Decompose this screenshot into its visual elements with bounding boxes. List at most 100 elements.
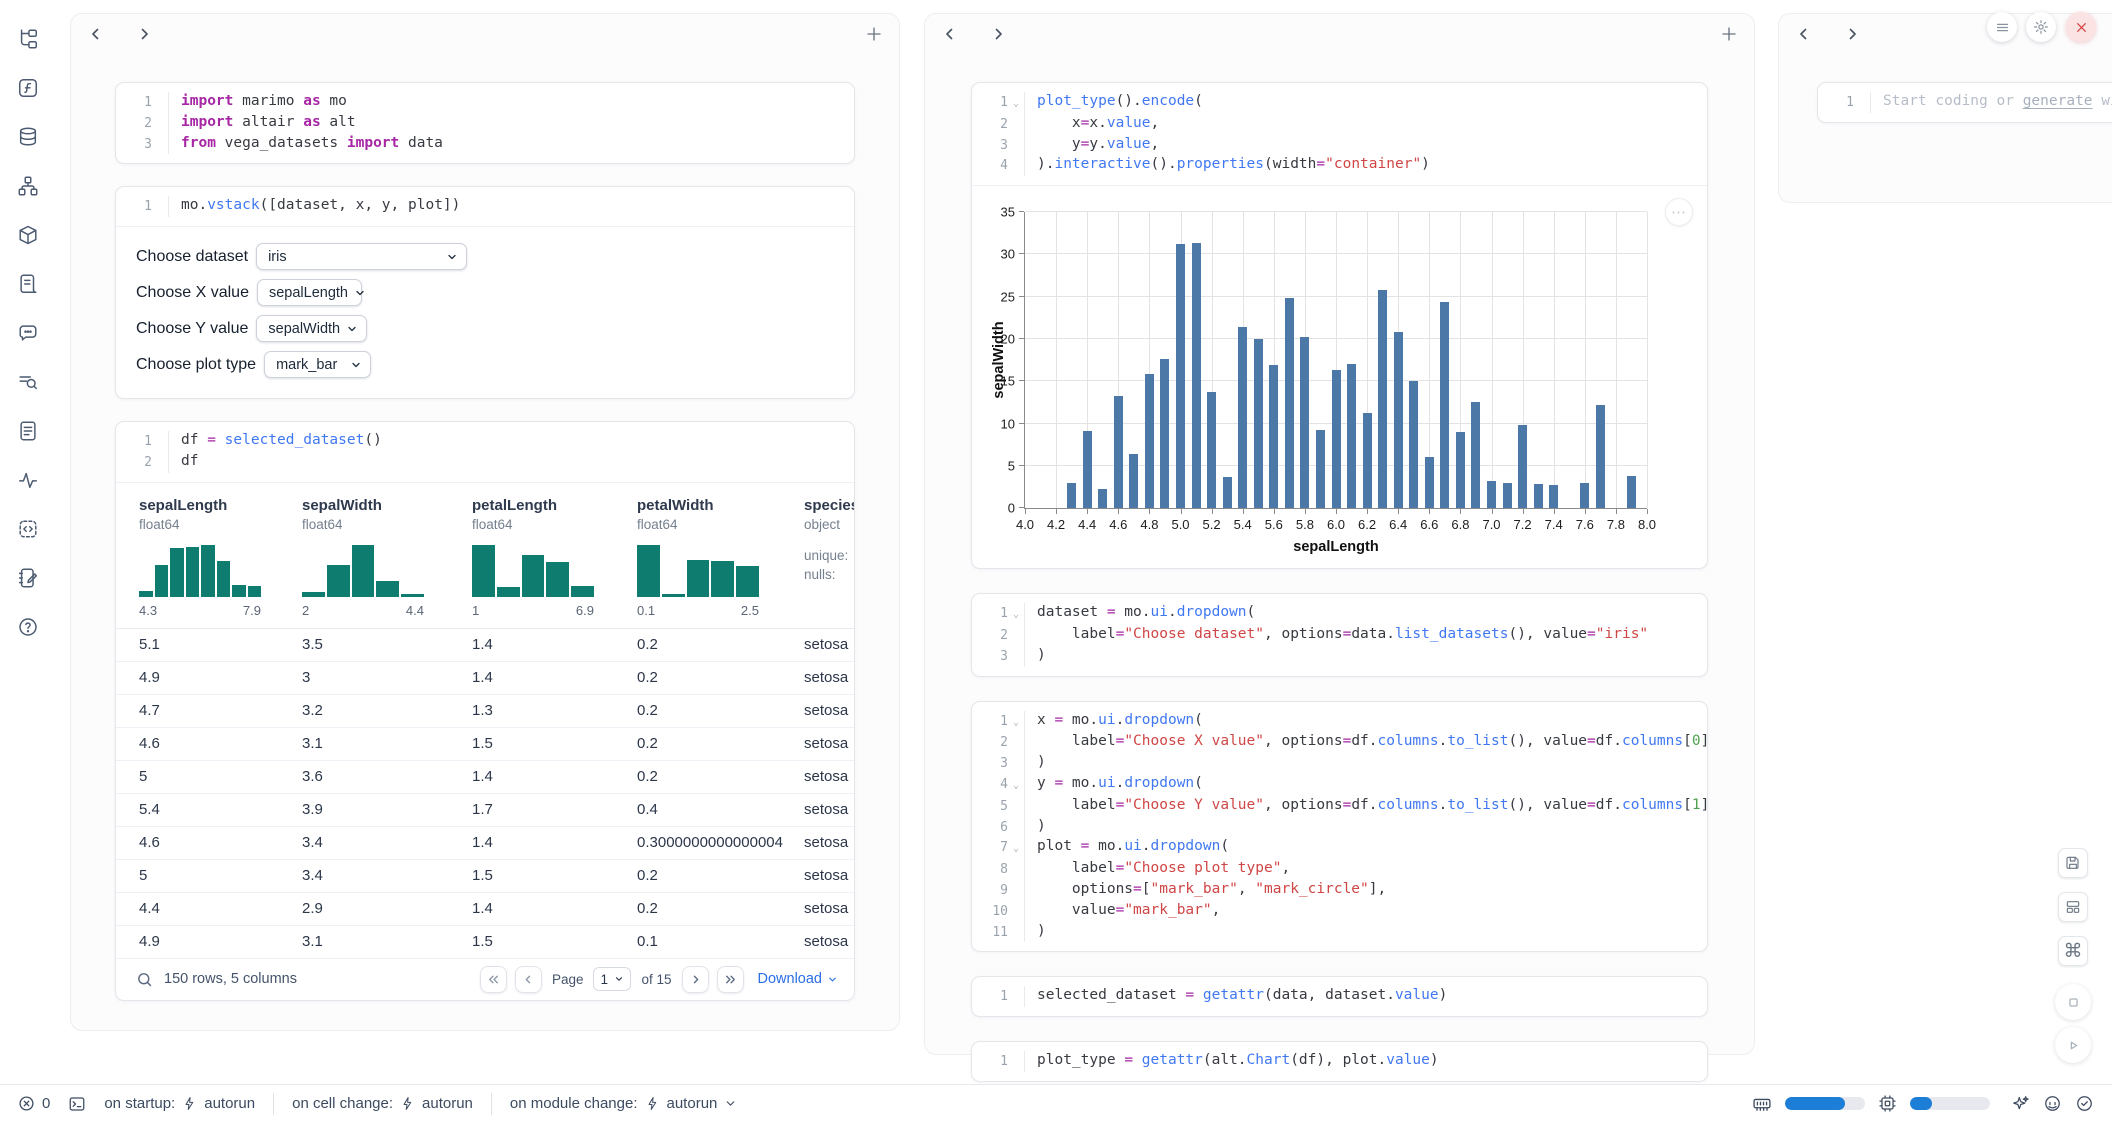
code-editor[interactable]: 1selected_dataset = getattr(data, datase…	[972, 977, 1707, 1016]
column-histogram	[139, 545, 261, 597]
cell-dataframe[interactable]: 1df = selected_dataset()2df sepalLengthf…	[115, 421, 855, 1001]
code-editor[interactable]: 1df = selected_dataset()2df	[116, 422, 854, 482]
code-editor[interactable]: 1⌄x = mo.ui.dropdown(2 label="Choose X v…	[972, 702, 1707, 952]
search-icon[interactable]	[136, 971, 153, 988]
cell-xy-plot-dropdowns[interactable]: 1⌄x = mo.ui.dropdown(2 label="Choose X v…	[971, 701, 1708, 953]
column-next-button[interactable]	[989, 25, 1007, 43]
chart-bar	[1549, 485, 1558, 509]
add-cell-button[interactable]	[1720, 25, 1738, 43]
prev-page-button[interactable]	[515, 966, 542, 993]
ai-sparkles-button[interactable]	[2011, 1094, 2030, 1113]
chart-bar	[1596, 405, 1605, 508]
cell-vstack[interactable]: 1mo.vstack([dataset, x, y, plot]) Choose…	[115, 186, 855, 399]
table-row: 5.43.91.70.4setosa	[116, 794, 854, 827]
package-icon[interactable]	[17, 224, 39, 246]
first-page-button[interactable]	[480, 966, 507, 993]
status-bar: 0 on startup: autorun on cell change: au…	[0, 1084, 2112, 1122]
next-page-button[interactable]	[682, 966, 709, 993]
on-startup-value: autorun	[204, 1095, 255, 1112]
x-value-select[interactable]: sepalLength	[257, 279, 362, 306]
script-log-icon[interactable]	[17, 273, 39, 295]
code-editor[interactable]: 1import marimo as mo2import altair as al…	[116, 83, 854, 163]
y-value-select[interactable]: sepalWidth	[256, 315, 367, 342]
notebook-column-2: 1⌄plot_type().encode(2 x=x.value,3 y=y.v…	[924, 13, 1755, 1055]
terminal-button[interactable]	[68, 1095, 86, 1113]
table-row: 5.13.51.40.2setosa	[116, 629, 854, 662]
last-page-button[interactable]	[717, 966, 744, 993]
document-icon[interactable]	[17, 420, 39, 442]
table-row: 4.42.91.40.2setosa	[116, 893, 854, 926]
snippets-icon[interactable]	[17, 518, 39, 540]
chevron-down-icon	[354, 287, 366, 299]
column-prev-button[interactable]	[87, 25, 105, 43]
chart-bar	[1487, 481, 1496, 508]
chat-bot-icon[interactable]	[17, 322, 39, 344]
column-header-petalWidth[interactable]: petalWidthfloat640.12.5	[637, 497, 804, 618]
settings-button[interactable]	[2026, 12, 2056, 42]
cell-imports[interactable]: 1import marimo as mo2import altair as al…	[115, 82, 855, 164]
cell-plot-type[interactable]: 1plot_type = getattr(alt.Chart(df), plot…	[971, 1041, 1708, 1082]
download-button[interactable]: Download	[758, 971, 839, 987]
column-histogram	[637, 545, 759, 597]
chart-bar	[1456, 432, 1465, 508]
function-icon[interactable]	[17, 77, 39, 99]
column-header-species[interactable]: speciesobjectunique:nulls:	[804, 497, 854, 618]
dataset-select[interactable]: iris	[256, 243, 467, 270]
column-prev-button[interactable]	[941, 25, 959, 43]
chart-bar	[1300, 337, 1309, 509]
column-next-button[interactable]	[1843, 25, 1861, 43]
chart-bar	[1347, 364, 1356, 509]
add-cell-button[interactable]	[865, 25, 883, 43]
table-header-row: sepalLengthfloat644.37.9sepalWidthfloat6…	[116, 483, 854, 629]
column-prev-button[interactable]	[1795, 25, 1813, 43]
play-icon	[2065, 1037, 2082, 1054]
close-button[interactable]	[2066, 12, 2096, 42]
database-icon[interactable]	[17, 126, 39, 148]
help-icon[interactable]	[17, 616, 39, 638]
command-palette-button[interactable]: ⌘	[2058, 936, 2088, 966]
error-count: 0	[42, 1095, 50, 1112]
menu-button[interactable]	[1987, 12, 2017, 42]
on-module-change-toggle[interactable]: on module change: autorun	[510, 1095, 737, 1112]
layout-button[interactable]	[2058, 892, 2088, 922]
error-indicator[interactable]: 0	[18, 1095, 50, 1112]
stop-button[interactable]	[2055, 984, 2091, 1020]
y-value-label: Choose Y value	[136, 320, 248, 338]
column-header-sepalWidth[interactable]: sepalWidthfloat6424.4	[302, 497, 472, 618]
chart-output: sepalLength sepalWidth 4.04.24.44.64.85.…	[972, 185, 1707, 568]
list-search-icon[interactable]	[17, 371, 39, 393]
scratchpad-icon[interactable]	[17, 567, 39, 589]
code-editor[interactable]: 1⌄dataset = mo.ui.dropdown(2 label="Choo…	[972, 594, 1707, 675]
stop-icon	[2065, 994, 2082, 1011]
on-cell-change-toggle[interactable]: on cell change: autorun	[292, 1095, 473, 1112]
code-editor[interactable]: 1mo.vstack([dataset, x, y, plot])	[116, 187, 854, 226]
connection-status-button[interactable]	[2075, 1094, 2094, 1113]
cell-dataset-dropdown[interactable]: 1⌄dataset = mo.ui.dropdown(2 label="Choo…	[971, 593, 1708, 676]
plot-type-select[interactable]: mark_bar	[264, 351, 371, 378]
code-editor[interactable]: 1plot_type = getattr(alt.Chart(df), plot…	[972, 1042, 1707, 1081]
cell-new-empty[interactable]: 1Start coding or generate with AI	[1817, 82, 2112, 123]
run-button[interactable]	[2055, 1027, 2091, 1063]
save-button[interactable]	[2058, 848, 2088, 878]
chart-options-button[interactable]: ⋯	[1665, 198, 1693, 226]
copilot-button[interactable]	[2043, 1094, 2062, 1113]
cell-selected-dataset[interactable]: 1selected_dataset = getattr(data, datase…	[971, 976, 1708, 1017]
column-header-sepalLength[interactable]: sepalLengthfloat644.37.9	[139, 497, 302, 618]
file-tree-icon[interactable]	[17, 28, 39, 50]
page-select[interactable]: 1	[593, 967, 631, 991]
chevron-down-icon	[446, 251, 458, 263]
dependency-graph-icon[interactable]	[17, 175, 39, 197]
on-startup-label: on startup:	[104, 1095, 175, 1112]
page-label: Page	[552, 972, 584, 987]
activity-icon[interactable]	[17, 469, 39, 491]
memory-icon	[1752, 1094, 1772, 1114]
code-editor[interactable]: 1⌄plot_type().encode(2 x=x.value,3 y=y.v…	[972, 83, 1707, 185]
cell-chart[interactable]: 1⌄plot_type().encode(2 x=x.value,3 y=y.v…	[971, 82, 1708, 569]
column-header-petalLength[interactable]: petalLengthfloat6416.9	[472, 497, 637, 618]
column-next-button[interactable]	[135, 25, 153, 43]
chart-bar	[1394, 332, 1403, 508]
table-row: 4.63.11.50.2setosa	[116, 728, 854, 761]
code-editor-placeholder[interactable]: 1Start coding or generate with AI	[1818, 83, 2112, 122]
on-startup-toggle[interactable]: on startup: autorun	[104, 1095, 255, 1112]
sidebar-rail	[0, 0, 56, 1084]
